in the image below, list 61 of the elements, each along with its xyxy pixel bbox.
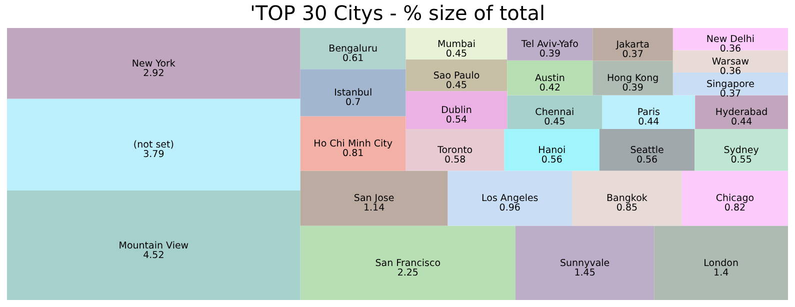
data-label: 2.25 bbox=[397, 267, 418, 278]
data-label: 2.92 bbox=[143, 68, 164, 79]
category-label: Chicago bbox=[716, 193, 754, 204]
data-label: 0.55 bbox=[730, 154, 752, 166]
data-label: 0.44 bbox=[638, 116, 660, 128]
category-label: London bbox=[704, 258, 738, 269]
category-label: Jakarta bbox=[615, 39, 650, 50]
data-label: 0.42 bbox=[539, 82, 561, 94]
data-label: 0.56 bbox=[636, 154, 658, 166]
data-label: 0.39 bbox=[539, 48, 561, 60]
data-label: 0.37 bbox=[720, 88, 742, 100]
category-label: Warsaw bbox=[712, 56, 750, 68]
category-label: Mumbai bbox=[438, 38, 476, 50]
data-label: 0.45 bbox=[446, 48, 468, 60]
category-label: Hyderabad bbox=[715, 107, 768, 118]
data-label: 0.45 bbox=[446, 80, 468, 91]
category-label: Bengaluru bbox=[328, 44, 378, 55]
category-label: Ho Chi Minh City bbox=[314, 138, 393, 150]
category-label: San Jose bbox=[354, 193, 394, 204]
data-label: 0.81 bbox=[342, 148, 364, 159]
category-label: Mountain View bbox=[118, 240, 189, 252]
category-label: Hanoi bbox=[538, 144, 566, 156]
category-label: New Delhi bbox=[706, 34, 755, 46]
category-label: Sunnyvale bbox=[560, 258, 610, 269]
data-label: 0.96 bbox=[499, 202, 520, 214]
data-label: 0.58 bbox=[444, 154, 466, 166]
data-label: 3.79 bbox=[143, 149, 164, 160]
data-label: 0.56 bbox=[541, 154, 562, 166]
data-label: 0.39 bbox=[622, 82, 644, 94]
category-label: Bangkok bbox=[606, 193, 648, 204]
category-label: New York bbox=[132, 58, 176, 70]
category-label: Tel Aviv-Yafo bbox=[520, 39, 579, 50]
data-label: 1.14 bbox=[363, 202, 385, 214]
data-label: 1.45 bbox=[574, 267, 596, 278]
data-label: 0.36 bbox=[720, 44, 742, 55]
category-label: Chennai bbox=[535, 107, 574, 118]
category-label: Seattle bbox=[630, 144, 664, 156]
category-label: Los Angeles bbox=[482, 193, 538, 204]
data-label: 0.45 bbox=[544, 116, 566, 128]
data-label: 0.37 bbox=[622, 48, 644, 60]
data-label: 1.4 bbox=[714, 267, 729, 278]
data-label: 0.82 bbox=[724, 202, 746, 214]
data-label: 0.85 bbox=[616, 202, 638, 214]
category-label: Istanbul bbox=[334, 88, 372, 99]
category-label: (not set) bbox=[133, 140, 174, 151]
data-label: 0.61 bbox=[342, 53, 364, 64]
data-label: 4.52 bbox=[143, 250, 164, 261]
text: 'TOP 30 Citys - % size of total bbox=[250, 1, 546, 25]
category-label: Singapore bbox=[706, 78, 755, 90]
category-label: Sydney bbox=[724, 144, 760, 156]
data-label: 0.36 bbox=[720, 66, 742, 77]
data-label: 0.7 bbox=[346, 97, 361, 108]
data-label: 0.54 bbox=[446, 114, 468, 126]
category-label: Hong Kong bbox=[606, 73, 659, 84]
category-label: Toronto bbox=[436, 144, 473, 156]
category-label: Austin bbox=[535, 72, 565, 84]
category-label: San Francisco bbox=[375, 258, 441, 269]
data-label: 0.44 bbox=[730, 116, 752, 128]
category-label: Sao Paulo bbox=[433, 70, 480, 82]
category-label: Paris bbox=[637, 107, 660, 118]
category-label: Dublin bbox=[441, 105, 472, 116]
